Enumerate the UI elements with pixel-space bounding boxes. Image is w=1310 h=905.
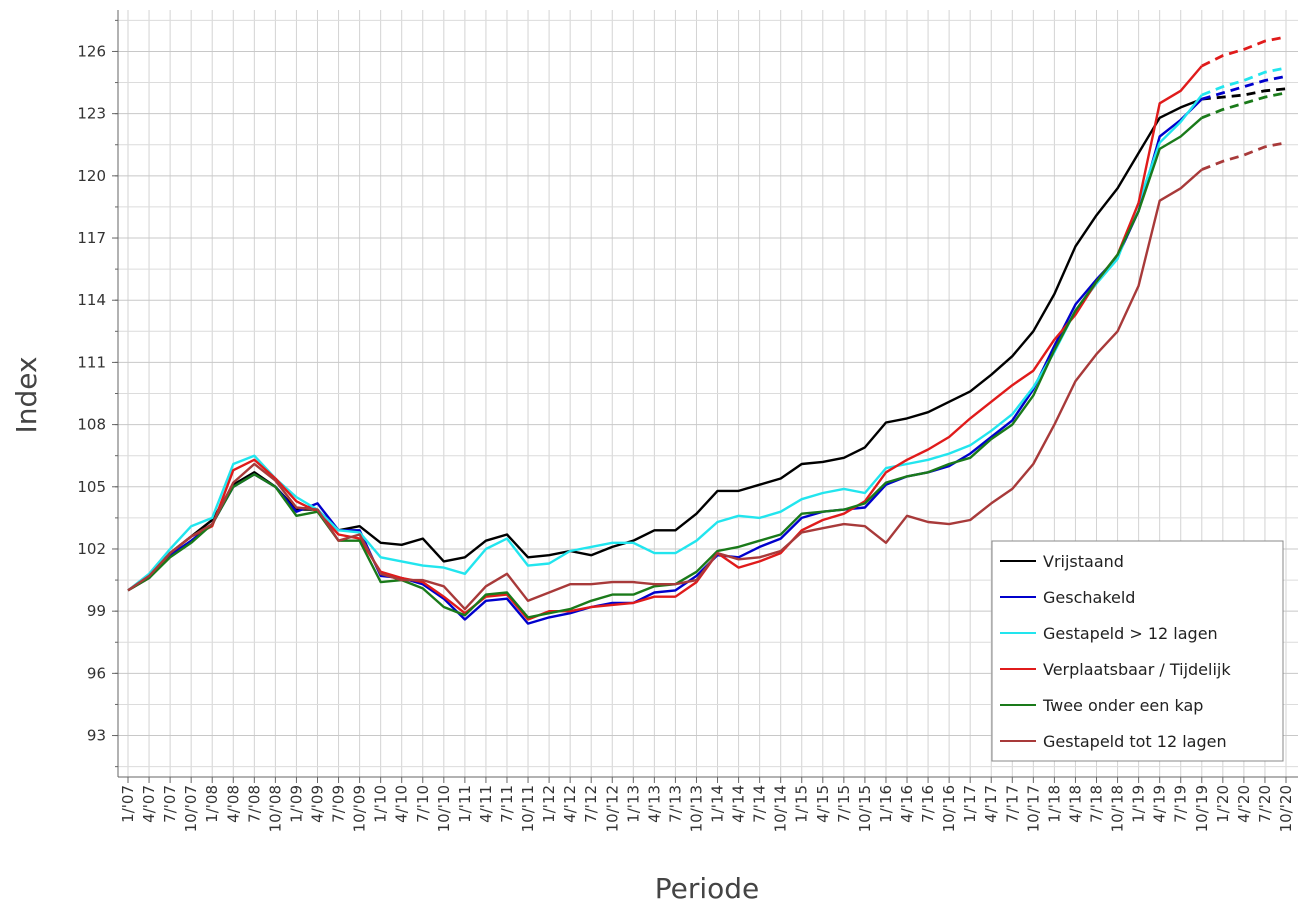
x-tick-label: 10/'11 (519, 785, 537, 832)
series-forecast-line (1201, 66, 1287, 97)
x-tick-label: 7/'16 (919, 785, 937, 823)
x-tick-label: 4/'12 (561, 785, 579, 823)
x-tick-label: 4/'11 (477, 785, 495, 823)
x-tick-label: 10/'15 (856, 785, 874, 832)
x-tick-label: 7/'14 (751, 785, 769, 823)
x-tick-label: 1/'12 (540, 785, 558, 823)
series-lines (127, 35, 1287, 625)
x-tick-label: 1/'19 (1130, 785, 1148, 823)
x-tick-label: 4/'08 (224, 785, 242, 823)
x-tick-label: 10/'18 (1109, 785, 1127, 832)
x-tick-label: 1/'14 (709, 785, 727, 823)
legend-label: Geschakeld (1043, 588, 1135, 607)
x-tick-label: 10/'20 (1277, 785, 1295, 832)
x-tick-label: 10/'07 (182, 785, 200, 832)
axes (112, 10, 1298, 783)
legend-box (991, 540, 1284, 762)
y-tick-label: 105 (77, 478, 106, 496)
series-line (127, 94, 1203, 592)
x-tick-label: 10/'14 (772, 785, 790, 832)
y-tick-label: 123 (77, 105, 106, 123)
series-forecast-line (1201, 141, 1287, 171)
x-tick-label: 10/'19 (1193, 785, 1211, 832)
y-tick-label: 111 (77, 353, 106, 371)
legend-label: Gestapeld > 12 lagen (1043, 624, 1218, 643)
y-tick-label: 93 (87, 727, 106, 745)
x-tick-label: 10/'08 (266, 785, 284, 832)
x-tick-label: 7/'15 (835, 785, 853, 823)
x-tick-label: 10/'13 (687, 785, 705, 832)
x-axis-label: Periode (655, 872, 760, 905)
x-tick-label: 7/'13 (666, 785, 684, 823)
y-tick-label: 102 (77, 540, 106, 558)
x-tick-label: 10/'16 (940, 785, 958, 832)
x-tick-label: 4/'20 (1235, 785, 1253, 823)
x-tick-label: 1/'17 (961, 785, 979, 823)
x-tick-label: 4/'14 (730, 785, 748, 823)
x-tick-label: 7/'08 (245, 785, 263, 823)
x-tick-label: 4/'10 (393, 785, 411, 823)
x-tick-label: 7/'10 (414, 785, 432, 823)
x-tick-label: 1/'20 (1214, 785, 1232, 823)
x-tick-label: 7/'20 (1256, 785, 1274, 823)
legend-label: Verplaatsbaar / Tijdelijk (1043, 660, 1231, 679)
y-tick-labels: 93 96 99 102 105 108 111 114 117 120 123 126 (77, 42, 106, 744)
grid-lines (118, 10, 1298, 777)
legend-label: Vrijstaand (1043, 552, 1124, 571)
x-tick-label: 4/'13 (645, 785, 663, 823)
x-tick-label: 4/'16 (898, 785, 916, 823)
x-tick-label: 7/'12 (582, 785, 600, 823)
x-tick-labels: 1/'07 4/'07 7/'07 10/'07 1/'08 4/'08 7/'08 10/'… (119, 785, 1295, 832)
y-tick-label: 117 (77, 229, 106, 247)
x-tick-label: 1/'08 (203, 785, 221, 823)
y-tick-label: 99 (87, 602, 106, 620)
x-tick-label: 1/'15 (793, 785, 811, 823)
x-tick-label: 1/'16 (877, 785, 895, 823)
x-tick-label: 4/'09 (308, 785, 326, 823)
x-tick-label: 1/'07 (119, 785, 137, 823)
x-tick-label: 10/'09 (351, 785, 369, 832)
series-forecast-line (1201, 35, 1287, 68)
x-tick-label: 7/'17 (1003, 785, 1021, 823)
x-tick-label: 7/'11 (498, 785, 516, 823)
x-tick-label: 10/'17 (1024, 785, 1042, 832)
x-tick-label: 1/'13 (624, 785, 642, 823)
y-tick-label: 126 (77, 42, 106, 60)
y-tick-label: 96 (87, 664, 106, 682)
y-axis-label: Index (10, 356, 43, 433)
x-tick-label: 1/'18 (1045, 785, 1063, 823)
x-tick-label: 1/'10 (372, 785, 390, 823)
x-tick-label: 7/'09 (330, 785, 348, 823)
legend-label: Twee onder een kap (1042, 696, 1203, 715)
series-line (127, 168, 1203, 611)
x-tick-label: 10/'12 (603, 785, 621, 832)
legend: Vrijstaand Geschakeld Gestapeld > 12 lagen… (991, 540, 1284, 762)
series-line (127, 65, 1203, 621)
y-tick-label: 114 (77, 291, 106, 309)
series-forecast-line (1201, 91, 1287, 120)
x-tick-label: 10/'10 (435, 785, 453, 832)
x-tick-label: 1/'09 (287, 785, 305, 823)
x-tick-label: 7/'07 (161, 785, 179, 823)
y-tick-label: 120 (77, 167, 106, 185)
x-tick-label: 1/'11 (456, 785, 474, 823)
x-tick-label: 7/'18 (1088, 785, 1106, 823)
legend-label: Gestapeld tot 12 lagen (1043, 732, 1227, 751)
x-tick-label: 4/'07 (140, 785, 158, 823)
x-tick-label: 7/'19 (1172, 785, 1190, 823)
y-tick-label: 108 (77, 416, 106, 434)
x-tick-label: 4/'17 (982, 785, 1000, 823)
x-tick-label: 4/'15 (814, 785, 832, 823)
x-tick-label: 4/'19 (1151, 785, 1169, 823)
x-tick-label: 4/'18 (1066, 785, 1084, 823)
